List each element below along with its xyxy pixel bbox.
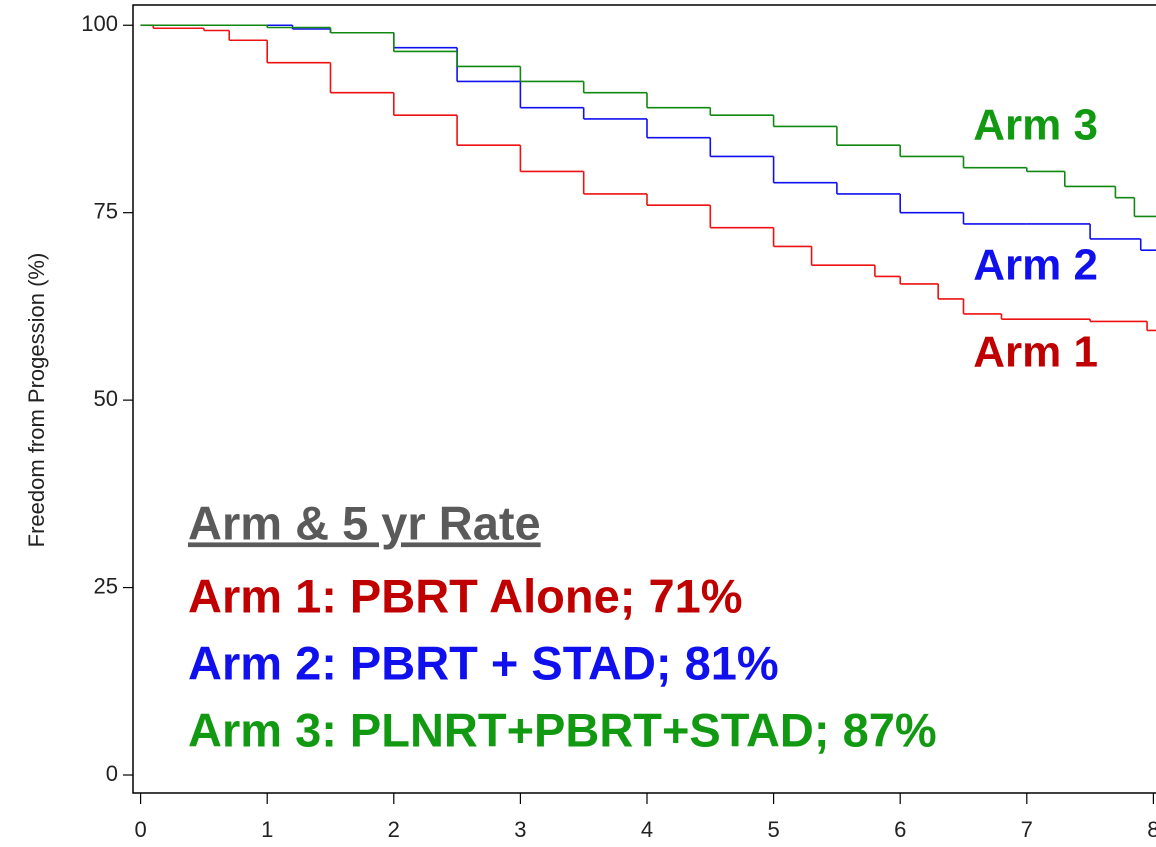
x-tick-label: 4: [641, 817, 653, 842]
y-tick-label: 50: [94, 386, 118, 411]
x-tick-label: 7: [1021, 817, 1033, 842]
y-tick-label: 0: [106, 761, 118, 786]
x-tick-label: 8: [1147, 817, 1156, 842]
x-tick-label: 0: [134, 817, 146, 842]
legend-entry: Arm 2: PBRT + STAD; 81%: [188, 636, 779, 689]
legend-entry: Arm 3: PLNRT+PBRT+STAD; 87%: [188, 703, 937, 756]
x-tick-label: 2: [388, 817, 400, 842]
y-tick-label: 25: [94, 573, 118, 598]
y-tick-label: 75: [94, 198, 118, 223]
curve-label: Arm 3: [973, 101, 1098, 150]
plot-frame: [132, 4, 1156, 794]
curve-label: Arm 2: [973, 241, 1098, 290]
x-tick-label: 5: [767, 817, 779, 842]
legend-title: Arm & 5 yr Rate: [188, 496, 541, 549]
x-tick-label: 6: [894, 817, 906, 842]
y-tick-label: 100: [81, 11, 118, 36]
x-tick-label: 3: [514, 817, 526, 842]
x-tick-label: 1: [261, 817, 273, 842]
y-axis-label: Freedom from Progession (%): [24, 253, 49, 548]
curve-label: Arm 1: [973, 328, 1098, 377]
legend-entry: Arm 1: PBRT Alone; 71%: [188, 569, 743, 622]
